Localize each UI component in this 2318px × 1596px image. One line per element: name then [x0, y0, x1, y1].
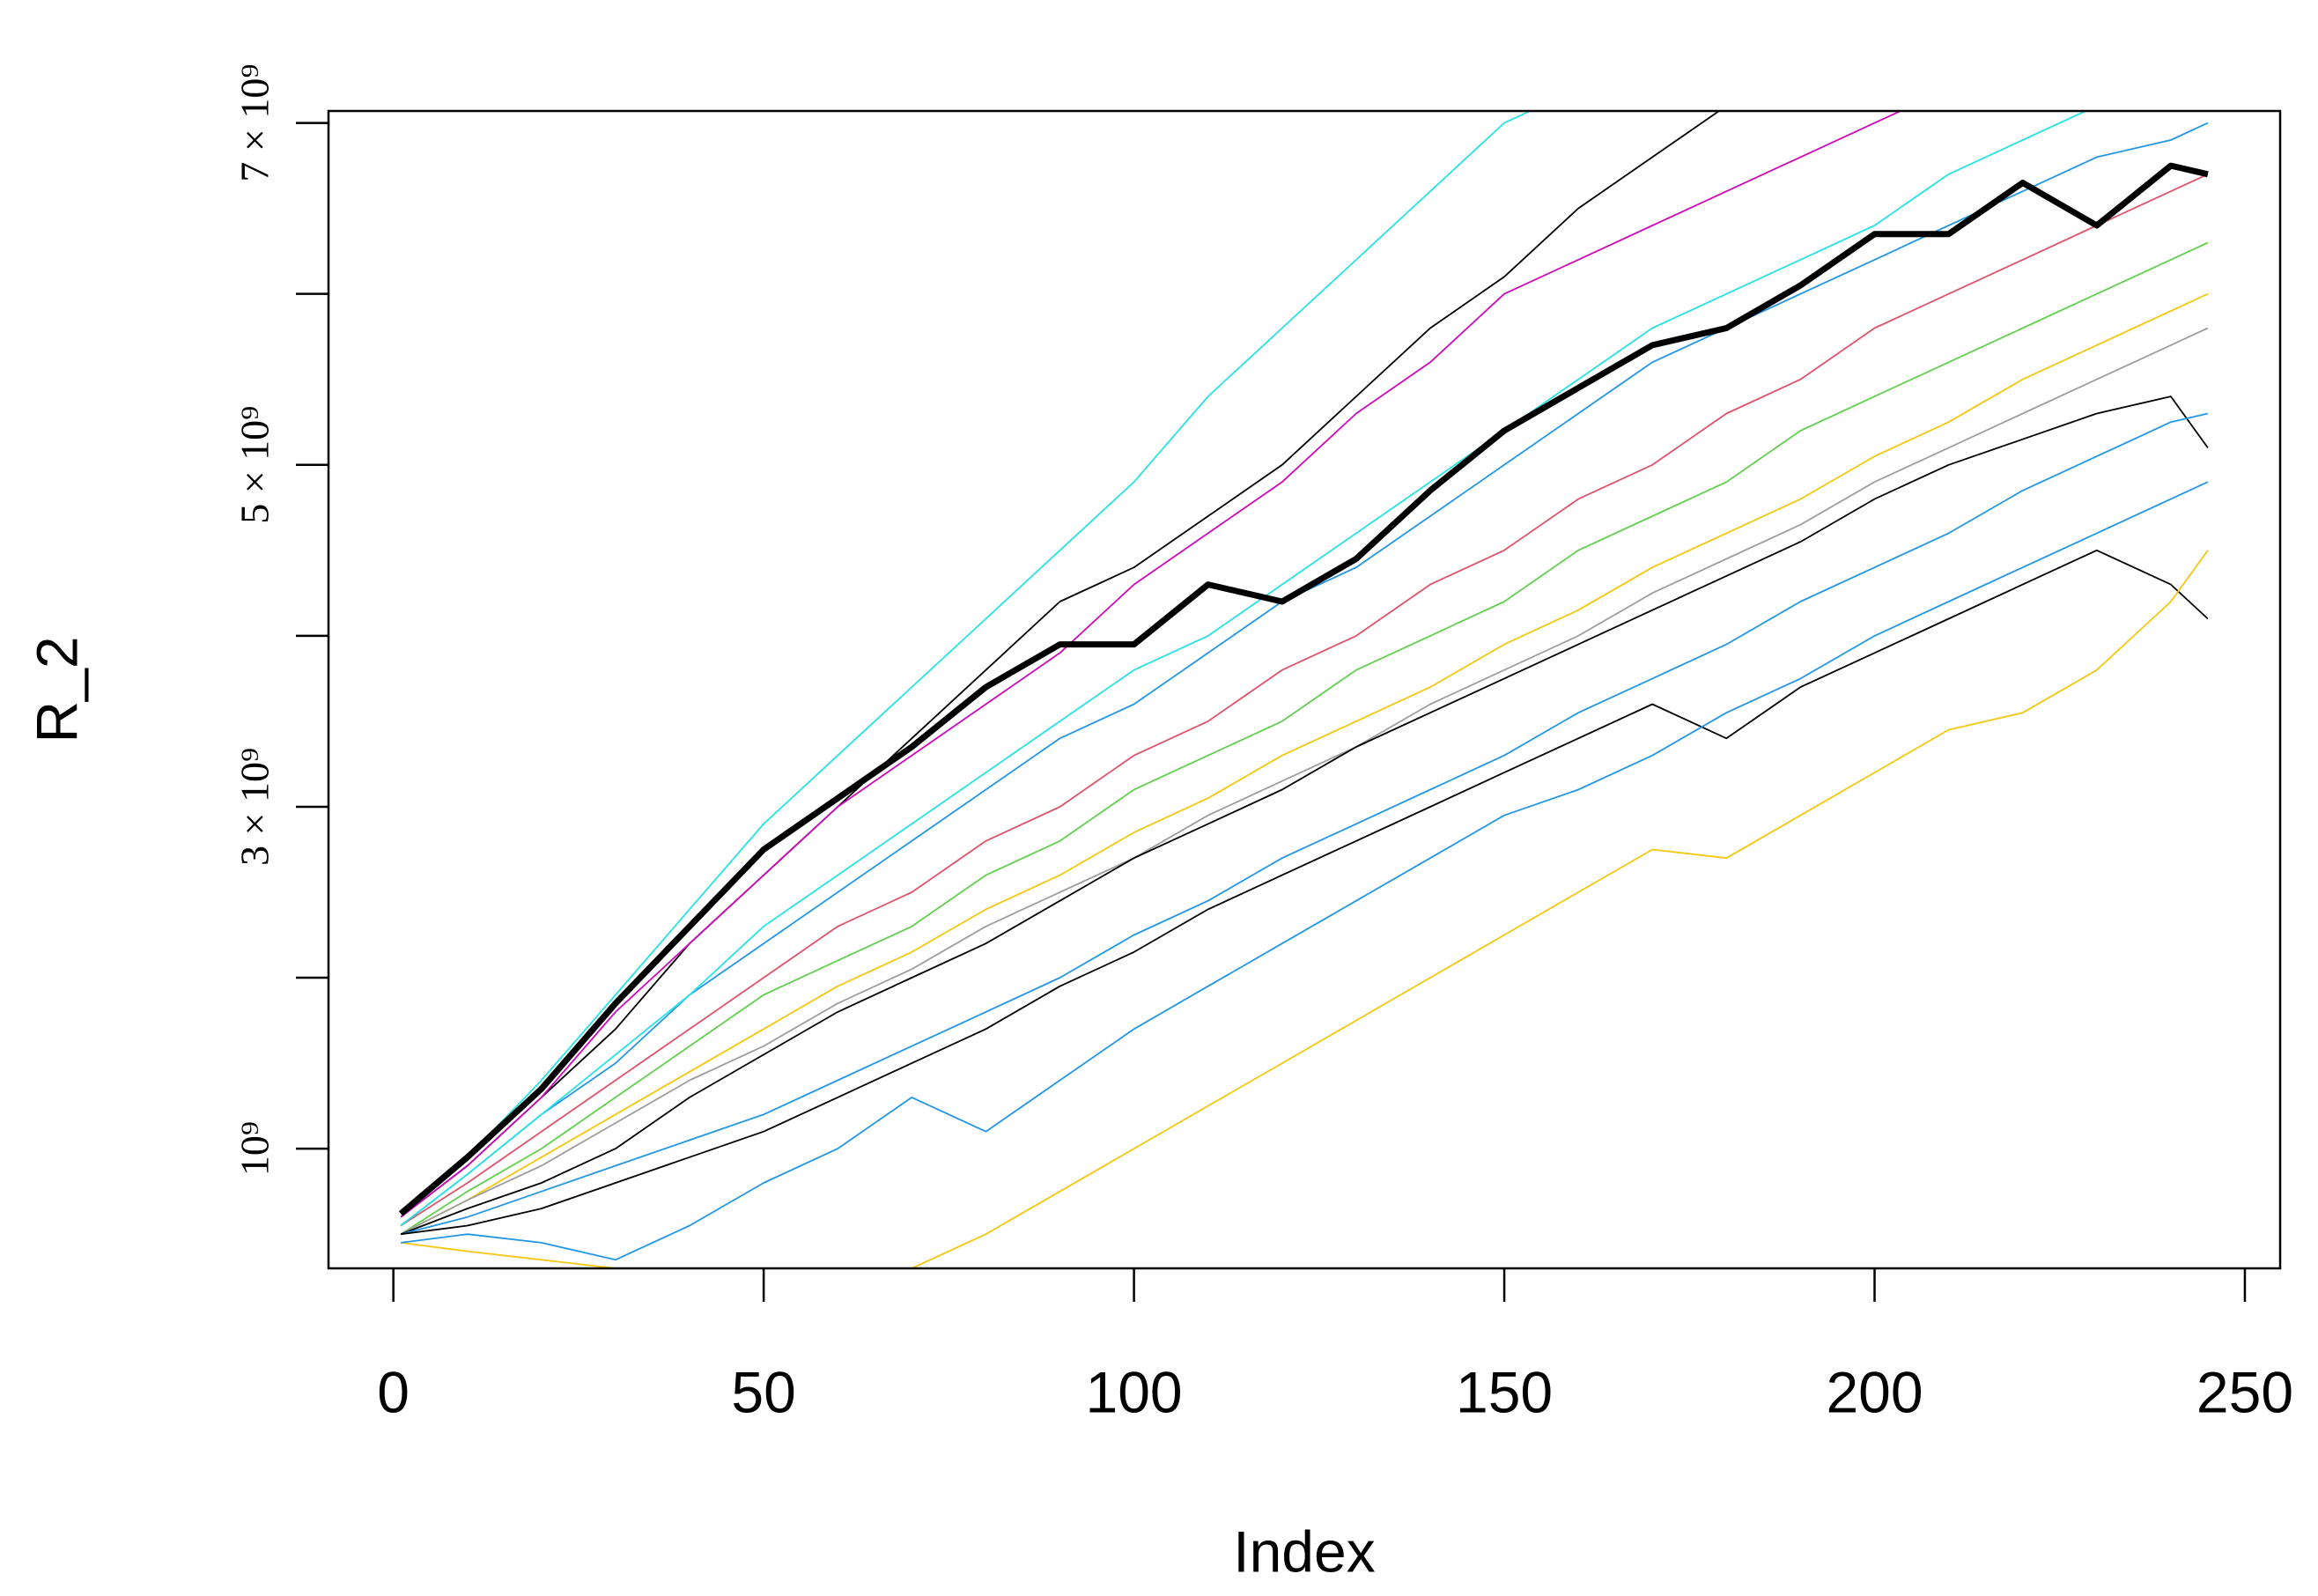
series-line: [400, 481, 2209, 1261]
y-axis-title: R_2: [24, 636, 89, 743]
y-tick-label: 3 × 10⁹: [233, 748, 277, 866]
plot-box: [327, 109, 2282, 1270]
series-line: [400, 395, 2209, 1236]
series-line: [400, 111, 2088, 1227]
y-tick-label: 5 × 10⁹: [233, 406, 277, 524]
series-line: [400, 111, 1903, 1218]
x-tick-label: 0: [377, 1359, 410, 1424]
x-tick-label: 50: [731, 1359, 795, 1424]
y-tick-label: 10⁹: [233, 1121, 277, 1176]
plot-lines: [398, 111, 2209, 1268]
series-line: [400, 327, 2209, 1236]
series-line: [400, 412, 2209, 1236]
series-line: [398, 162, 2209, 1216]
x-tick-label: 150: [1456, 1359, 1553, 1424]
y-tick-label: 7 × 10⁹: [233, 64, 277, 182]
series-line: [400, 111, 1532, 1218]
series-line: [400, 549, 2209, 1236]
series-line: [400, 122, 2209, 1227]
x-tick-label: 100: [1086, 1359, 1183, 1424]
x-axis-title: Index: [1233, 1518, 1375, 1584]
series-line: [400, 241, 2209, 1235]
x-tick-label: 250: [2196, 1359, 2293, 1424]
series-line: [400, 292, 2209, 1236]
series-line: [400, 550, 2209, 1268]
x-tick-label: 200: [1826, 1359, 1923, 1424]
series-line: [400, 173, 2209, 1227]
